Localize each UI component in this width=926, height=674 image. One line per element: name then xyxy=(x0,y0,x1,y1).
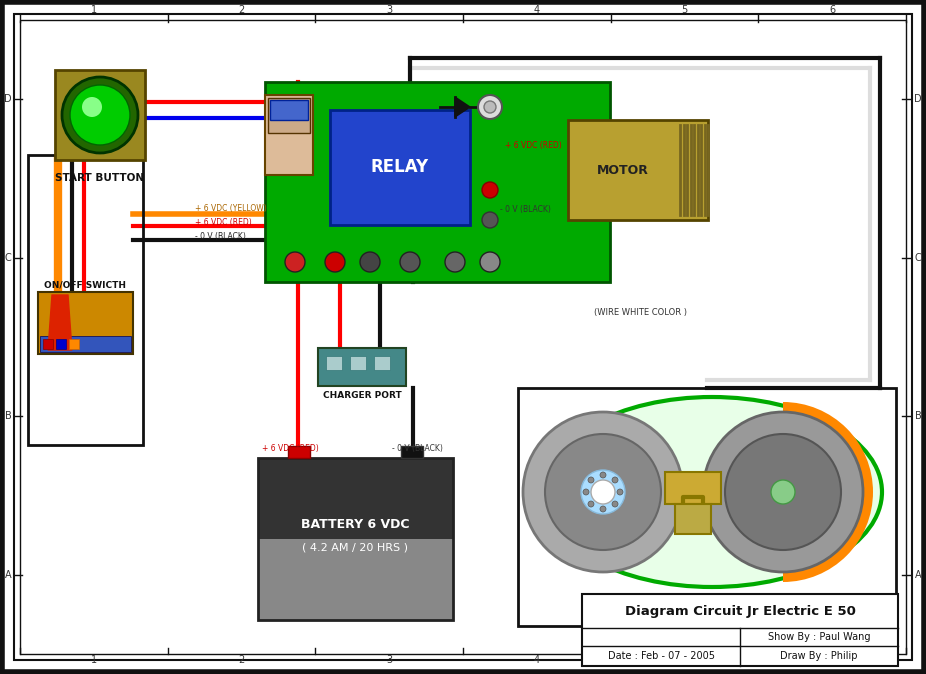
Text: + 6 VDC (RED): + 6 VDC (RED) xyxy=(262,444,319,453)
Text: THE GEAR REAR WHEEL: THE GEAR REAR WHEEL xyxy=(633,608,781,618)
Circle shape xyxy=(482,212,498,228)
Circle shape xyxy=(484,101,496,113)
Text: Date : Feb - 07 - 2005: Date : Feb - 07 - 2005 xyxy=(607,651,715,661)
Bar xyxy=(268,98,310,133)
Bar xyxy=(288,446,310,458)
Bar xyxy=(401,446,423,458)
Bar xyxy=(350,356,366,370)
Polygon shape xyxy=(48,295,72,350)
Text: - 0 V (BLACK): - 0 V (BLACK) xyxy=(392,444,443,453)
Circle shape xyxy=(285,252,305,272)
Bar xyxy=(318,348,406,386)
Bar xyxy=(265,82,610,282)
Text: BATTERY 6 VDC: BATTERY 6 VDC xyxy=(301,518,409,530)
Text: 5: 5 xyxy=(682,655,688,665)
Circle shape xyxy=(600,506,606,512)
Text: START BUTTON: START BUTTON xyxy=(56,173,144,183)
Bar xyxy=(326,356,342,370)
Circle shape xyxy=(325,252,345,272)
Circle shape xyxy=(771,480,795,504)
Bar xyxy=(518,388,896,626)
Text: C: C xyxy=(5,253,11,263)
Circle shape xyxy=(523,412,683,572)
Text: C: C xyxy=(915,253,921,263)
Circle shape xyxy=(600,472,606,478)
Text: Show By : Paul Wang: Show By : Paul Wang xyxy=(768,632,870,642)
Bar xyxy=(270,100,308,120)
Text: 3: 3 xyxy=(386,655,393,665)
Bar xyxy=(55,70,145,160)
Circle shape xyxy=(545,434,661,550)
Text: - 0 V (BLACK): - 0 V (BLACK) xyxy=(195,231,246,241)
Circle shape xyxy=(588,501,594,507)
Text: Diagram Circuit Jr Electric E 50: Diagram Circuit Jr Electric E 50 xyxy=(624,605,856,617)
Polygon shape xyxy=(455,97,470,117)
Ellipse shape xyxy=(542,397,882,587)
Bar xyxy=(582,594,898,666)
Text: + 6 VDC (RED): + 6 VDC (RED) xyxy=(505,141,562,150)
Circle shape xyxy=(588,477,594,483)
Circle shape xyxy=(478,95,502,119)
Bar xyxy=(258,458,453,539)
Circle shape xyxy=(82,97,102,117)
Text: ON/OFF SWICTH: ON/OFF SWICTH xyxy=(44,280,127,289)
Bar xyxy=(568,120,708,220)
Text: + 6 VDC (YELLOW): + 6 VDC (YELLOW) xyxy=(195,204,267,212)
Text: 1: 1 xyxy=(91,655,97,665)
Text: 6: 6 xyxy=(829,655,835,665)
Circle shape xyxy=(70,85,130,145)
Text: B: B xyxy=(915,411,921,421)
Circle shape xyxy=(482,182,498,198)
Text: RELAY: RELAY xyxy=(371,158,429,176)
Text: MOTOR: MOTOR xyxy=(597,164,649,177)
Text: (WIRE WHITE COLOR ): (WIRE WHITE COLOR ) xyxy=(594,307,686,317)
Bar xyxy=(28,155,143,445)
Text: - 0 V (BLACK): - 0 V (BLACK) xyxy=(500,205,551,214)
Text: ( 4.2 AM / 20 HRS ): ( 4.2 AM / 20 HRS ) xyxy=(303,542,408,552)
Bar xyxy=(56,339,66,349)
Circle shape xyxy=(360,252,380,272)
Text: A: A xyxy=(915,570,921,580)
Text: 4: 4 xyxy=(533,5,540,15)
Text: D: D xyxy=(5,94,12,104)
Bar xyxy=(258,539,453,620)
Bar xyxy=(69,339,79,349)
Bar xyxy=(665,472,721,504)
Circle shape xyxy=(725,434,841,550)
Circle shape xyxy=(612,501,618,507)
Bar xyxy=(258,458,453,620)
Text: D: D xyxy=(914,94,921,104)
Circle shape xyxy=(581,470,625,514)
Text: 5: 5 xyxy=(682,5,688,15)
Circle shape xyxy=(583,489,589,495)
Text: Draw By : Philip: Draw By : Philip xyxy=(781,651,857,661)
Circle shape xyxy=(400,252,420,272)
Wedge shape xyxy=(783,402,873,582)
Text: A: A xyxy=(5,570,11,580)
Text: B: B xyxy=(5,411,11,421)
Circle shape xyxy=(62,77,138,153)
Text: MOTOR DRIVE DIRECT TO: MOTOR DRIVE DIRECT TO xyxy=(628,593,786,603)
Circle shape xyxy=(445,252,465,272)
Bar xyxy=(265,95,313,175)
Text: 2: 2 xyxy=(238,655,244,665)
Bar xyxy=(330,110,470,225)
Text: 3: 3 xyxy=(386,5,393,15)
Text: + 6 VDC (RED): + 6 VDC (RED) xyxy=(195,218,252,226)
Text: 6: 6 xyxy=(829,5,835,15)
Circle shape xyxy=(591,480,615,504)
Bar xyxy=(43,339,53,349)
Bar xyxy=(675,504,711,534)
Text: 4: 4 xyxy=(533,655,540,665)
Text: CHARGER PORT: CHARGER PORT xyxy=(322,391,401,400)
Bar xyxy=(374,356,390,370)
Circle shape xyxy=(617,489,623,495)
Bar xyxy=(40,336,131,352)
Text: 2: 2 xyxy=(238,5,244,15)
Circle shape xyxy=(703,412,863,572)
Text: 1: 1 xyxy=(91,5,97,15)
Bar xyxy=(38,292,133,354)
Circle shape xyxy=(480,252,500,272)
Circle shape xyxy=(612,477,618,483)
